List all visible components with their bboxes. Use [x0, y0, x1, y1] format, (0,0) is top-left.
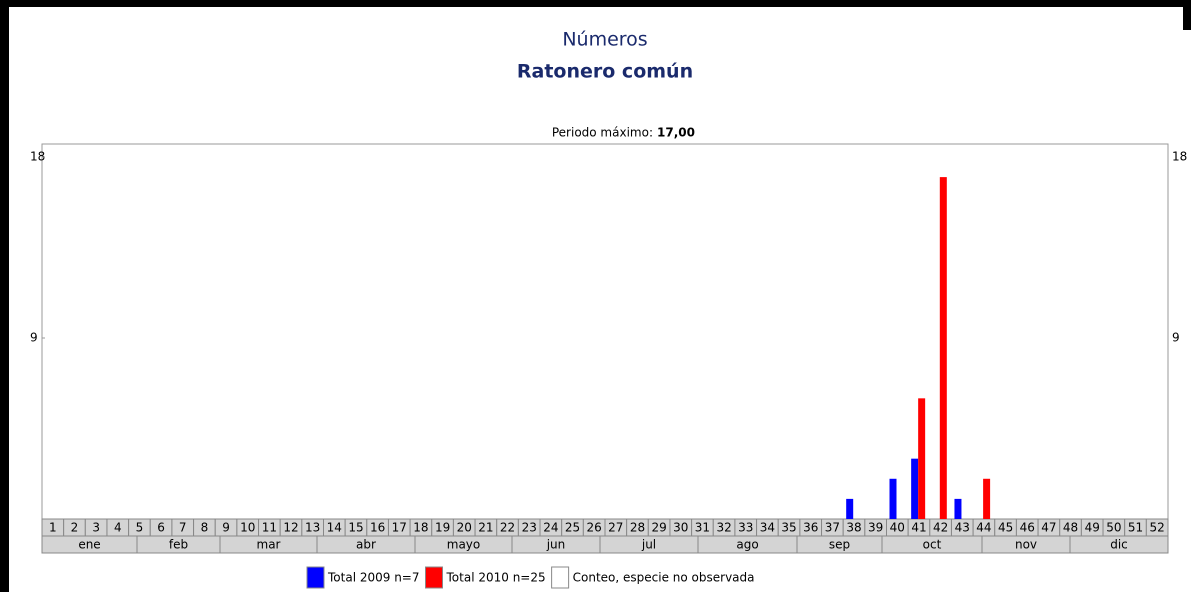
x-tick-label: 46 [1020, 521, 1035, 535]
x-tick-label: 18 [413, 521, 428, 535]
chart-subtitle: Ratonero común [517, 61, 693, 83]
x-tick-label: 7 [179, 521, 187, 535]
x-tick-label: 28 [630, 521, 645, 535]
x-tick-label: 52 [1150, 521, 1165, 535]
x-tick-label: 32 [716, 521, 731, 535]
x-tick-label: 30 [673, 521, 688, 535]
x-tick-label: 20 [457, 521, 472, 535]
frame-right [1183, 0, 1191, 30]
x-tick-label: 16 [370, 521, 385, 535]
x-tick-label: 50 [1106, 521, 1121, 535]
x-tick-label: 11 [262, 521, 277, 535]
x-tick-label: 37 [825, 521, 840, 535]
legend-swatch [425, 566, 443, 589]
chart-title: Números [562, 29, 647, 51]
legend-label: Total 2009 n=7 [327, 571, 420, 585]
x-tick-label: 48 [1063, 521, 1078, 535]
y-tick-label: 18 [30, 150, 45, 164]
month-label: ene [78, 538, 100, 552]
month-label: jun [546, 538, 566, 552]
month-label: abr [356, 538, 376, 552]
y2-tick-label: 18 [1172, 150, 1187, 164]
x-tick-label: 24 [543, 521, 558, 535]
x-tick-label: 1 [49, 521, 57, 535]
bar [911, 458, 919, 519]
bar [983, 478, 991, 519]
x-tick-label: 29 [651, 521, 666, 535]
x-tick-label: 27 [608, 521, 623, 535]
bar [939, 177, 947, 519]
x-tick-label: 10 [240, 521, 255, 535]
x-tick-label: 23 [522, 521, 537, 535]
x-tick-label: 25 [565, 521, 580, 535]
x-tick-label: 45 [998, 521, 1013, 535]
month-label: mar [257, 538, 281, 552]
x-tick-label: 2 [71, 521, 79, 535]
x-tick-label: 31 [695, 521, 710, 535]
month-label: feb [169, 538, 188, 552]
x-tick-label: 34 [760, 521, 775, 535]
x-tick-label: 19 [435, 521, 450, 535]
x-tick-label: 8 [201, 521, 209, 535]
x-tick-label: 14 [327, 521, 342, 535]
legend-swatch [306, 566, 325, 589]
frame-left [0, 0, 9, 592]
bar [954, 498, 962, 519]
x-tick-label: 38 [846, 521, 861, 535]
annotation-label: Periodo máximo: [552, 126, 653, 140]
month-label: oct [923, 538, 942, 552]
x-tick-label: 6 [157, 521, 165, 535]
x-tick-label: 5 [136, 521, 144, 535]
month-label: mayo [447, 538, 481, 552]
x-tick-label: 17 [392, 521, 407, 535]
x-tick-label: 36 [803, 521, 818, 535]
x-tick-label: 33 [738, 521, 753, 535]
x-tick-label: 51 [1128, 521, 1143, 535]
y2-tick-label: 9 [1172, 331, 1180, 345]
legend-label: Total 2010 n=25 [446, 571, 546, 585]
y-tick-label: 9 [30, 331, 38, 345]
x-tick-label: 44 [976, 521, 991, 535]
x-tick-label: 49 [1085, 521, 1100, 535]
bar [846, 498, 854, 519]
annotation-value: 17,00 [657, 126, 695, 140]
month-label: dic [1110, 538, 1128, 552]
month-cell [1069, 535, 1169, 554]
x-tick-label: 39 [868, 521, 883, 535]
x-tick-label: 4 [114, 521, 122, 535]
x-tick-label: 43 [955, 521, 970, 535]
plot-area [41, 143, 1169, 520]
bar [889, 478, 897, 519]
x-tick-label: 40 [890, 521, 905, 535]
x-tick-label: 3 [92, 521, 100, 535]
month-label: sep [829, 538, 850, 552]
x-tick-label: 35 [781, 521, 796, 535]
month-label: jul [641, 538, 656, 552]
frame-top [0, 0, 1191, 7]
x-tick-label: 21 [478, 521, 493, 535]
month-label: nov [1015, 538, 1037, 552]
bar [918, 398, 926, 519]
x-tick-label: 47 [1041, 521, 1056, 535]
legend-swatch [551, 566, 570, 589]
x-tick-label: 42 [933, 521, 948, 535]
x-tick-label: 9 [222, 521, 230, 535]
x-tick-label: 15 [348, 521, 363, 535]
x-tick-label: 22 [500, 521, 515, 535]
x-tick-label: 12 [283, 521, 298, 535]
month-label: ago [736, 538, 758, 552]
x-tick-label: 13 [305, 521, 320, 535]
legend-label: Conteo, especie no observada [573, 571, 755, 585]
x-tick-label: 41 [911, 521, 926, 535]
x-tick-label: 26 [587, 521, 602, 535]
